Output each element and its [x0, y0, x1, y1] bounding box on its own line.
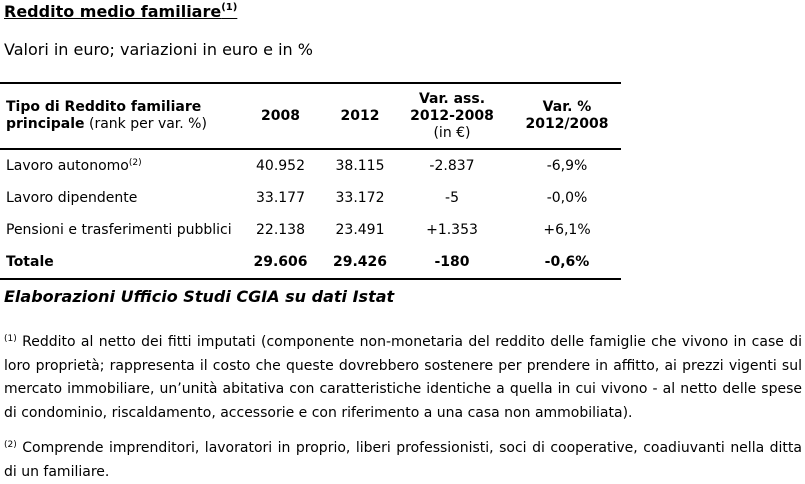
table-row: Pensioni e trasferimenti pubblici 22.138… — [0, 214, 621, 246]
header-2008: 2008 — [261, 107, 300, 124]
footnote-2: (2) Comprende imprenditori, lavoratori i… — [4, 434, 802, 484]
row-label: Lavoro autonomo(2) — [0, 149, 232, 182]
header-type: Tipo di Reddito familiare principale (ra… — [0, 83, 232, 149]
header-type-line2-bold: principale — [6, 116, 85, 132]
page-subtitle: Valori in euro; variazioni in euro e in … — [4, 40, 313, 59]
cell-2008: 33.177 — [256, 190, 305, 206]
title-footnote-marker: (1) — [221, 2, 238, 13]
table-header-row: Tipo di Reddito familiare principale (ra… — [0, 83, 621, 149]
row-label-text: Lavoro dipendente — [6, 190, 138, 206]
header-var-ass-line3: (in €) — [433, 124, 471, 141]
row-label: Lavoro dipendente — [0, 182, 232, 214]
header-var-pct-line1: Var. % — [542, 99, 592, 115]
total-2012: 29.426 — [332, 254, 388, 270]
cell-var-pct: +6,1% — [543, 222, 591, 238]
row-footnote-marker: (2) — [128, 158, 142, 168]
header-type-line1: Tipo di Reddito familiare — [6, 99, 202, 115]
cell-var-pct: -6,9% — [546, 158, 588, 174]
cell-2012: 38.115 — [335, 158, 385, 174]
cell-2008: 22.138 — [256, 222, 305, 238]
footnote-2-marker: (2) — [4, 440, 17, 450]
table-row: Lavoro dipendente 33.177 33.172 -5 -0,0% — [0, 182, 621, 214]
table-row: Lavoro autonomo(2) 40.952 38.115 -2.837 … — [0, 149, 621, 182]
header-var-ass: Var. ass. 2012-2008 (in €) — [391, 83, 513, 149]
title-text: Reddito medio familiare — [4, 2, 222, 21]
cell-2012: 23.491 — [335, 222, 385, 238]
income-table: Tipo di Reddito familiare principale (ra… — [0, 82, 621, 280]
row-label-text: Pensioni e trasferimenti pubblici — [6, 222, 232, 238]
header-var-pct-line2: 2012/2008 — [525, 116, 609, 132]
cell-var-ass: +1.353 — [426, 222, 478, 238]
total-2008: 29.606 — [253, 254, 308, 270]
cell-2008: 40.952 — [256, 158, 305, 174]
total-label: Totale — [6, 254, 54, 270]
header-type-line2-normal: (rank per var. %) — [84, 116, 207, 132]
cell-var-pct: -0,0% — [546, 190, 588, 206]
header-2012: 2012 — [340, 107, 380, 124]
footnote-1-text: Reddito al netto dei fitti imputati (com… — [4, 334, 802, 421]
page-title: Reddito medio familiare(1) — [4, 2, 237, 21]
cell-var-ass: -2.837 — [429, 158, 475, 174]
row-label: Pensioni e trasferimenti pubblici — [0, 214, 232, 246]
row-label-text: Lavoro autonomo — [6, 158, 129, 174]
cell-var-ass: -5 — [445, 190, 459, 206]
total-var-ass: -180 — [434, 254, 470, 270]
footnote-1: (1) Reddito al netto dei fitti imputati … — [4, 328, 802, 425]
footnote-1-marker: (1) — [4, 334, 17, 344]
header-var-ass-line1: Var. ass. — [418, 90, 486, 107]
table-total-row: Totale 29.606 29.426 -180 -0,6% — [0, 246, 621, 279]
source-note: Elaborazioni Ufficio Studi CGIA su dati … — [4, 287, 395, 306]
footnote-2-text: Comprende imprenditori, lavoratori in pr… — [4, 440, 802, 480]
header-var-ass-line2: 2012-2008 — [410, 107, 494, 124]
cell-2012: 33.172 — [335, 190, 385, 206]
header-var-pct: Var. % 2012/2008 — [513, 83, 621, 149]
total-var-pct: -0,6% — [544, 254, 590, 270]
